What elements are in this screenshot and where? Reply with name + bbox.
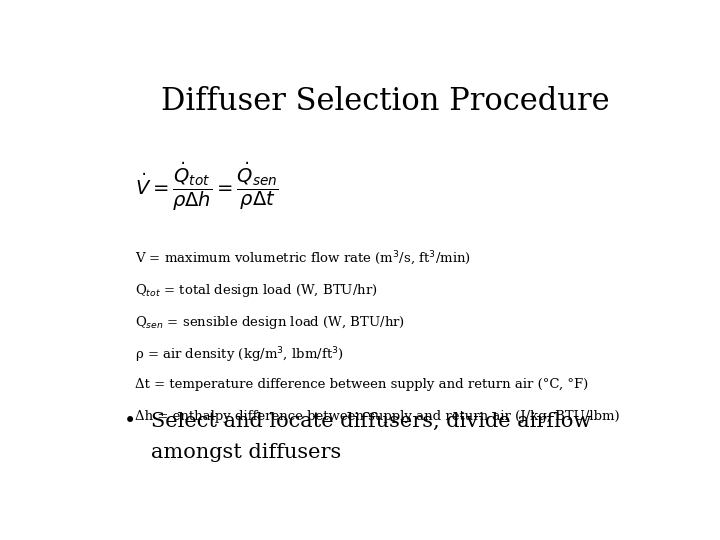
Text: Q$_{sen}$ = sensible design load (W, BTU/hr): Q$_{sen}$ = sensible design load (W, BTU…	[135, 314, 405, 331]
Text: •: •	[124, 412, 136, 431]
Text: ρ = air density (kg/m$^3$, lbm/ft$^3$): ρ = air density (kg/m$^3$, lbm/ft$^3$)	[135, 346, 343, 366]
Text: Δt = temperature difference between supply and return air (°C, °F): Δt = temperature difference between supp…	[135, 378, 588, 391]
Text: Diffuser Selection Procedure: Diffuser Selection Procedure	[161, 85, 610, 117]
Text: Q$_{tot}$ = total design load (W, BTU/hr): Q$_{tot}$ = total design load (W, BTU/hr…	[135, 282, 377, 299]
Text: Select and locate diffusers, divide airflow: Select and locate diffusers, divide airf…	[151, 412, 592, 431]
Text: $\dot{V} = \dfrac{\dot{Q}_{tot}}{\rho \Delta h} = \dfrac{\dot{Q}_{sen}}{\rho \De: $\dot{V} = \dfrac{\dot{Q}_{tot}}{\rho \D…	[135, 160, 279, 213]
Text: V = maximum volumetric flow rate (m$^3$/s, ft$^3$/min): V = maximum volumetric flow rate (m$^3$/…	[135, 250, 471, 268]
Text: Δh = enthalpy difference between supply and return air (J/kg, BTU/lbm): Δh = enthalpy difference between supply …	[135, 410, 619, 423]
Text: amongst diffusers: amongst diffusers	[151, 443, 341, 462]
